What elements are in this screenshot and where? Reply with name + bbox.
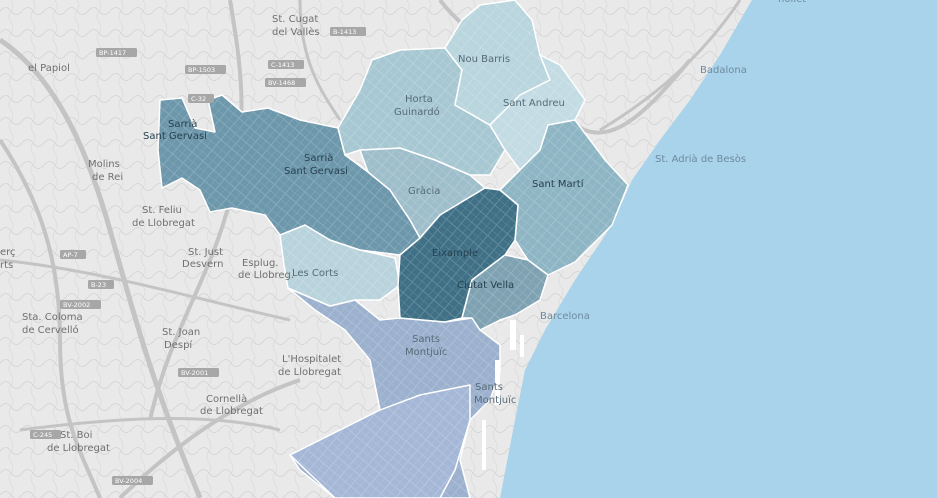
- district-streets: [158, 0, 628, 498]
- label-sarria-small-1: Sarrià: [168, 118, 197, 130]
- label-st-just-1: St. Just: [188, 247, 223, 258]
- label-sta-coloma-2: de Cervelló: [22, 324, 79, 336]
- label-badalona: Badalona: [700, 65, 747, 76]
- label-hospitalet-2: de Llobregat: [278, 367, 341, 378]
- road-shield: [60, 300, 101, 309]
- label-top-right: nollet: [778, 0, 806, 5]
- road-shield-label: C-1413: [271, 61, 294, 69]
- road-shield: [60, 250, 86, 259]
- label-cerc-2: rts: [0, 260, 13, 271]
- label-st-just-2: Desvern: [182, 259, 223, 270]
- road-shield-label: BV-2001: [181, 369, 208, 377]
- harbour-docks: [482, 320, 524, 470]
- label-horta-2: Guinardó: [394, 106, 440, 118]
- label-esplugues-1: Esplug.: [242, 258, 279, 269]
- road-shields: B-1413 BP-1503 C-1413 BV-1468 BP-1417 AP-7 B-2…: [30, 27, 366, 485]
- label-barcelona: Barcelona: [540, 311, 590, 322]
- label-nou-barris: Nou Barris: [458, 54, 510, 65]
- road-shield-label: AP-7: [63, 251, 78, 259]
- label-st-boi-1: St. Boi: [60, 430, 92, 441]
- label-sant-andreu: Sant Andreu: [503, 98, 565, 109]
- road-shield: [265, 78, 306, 87]
- label-st-adria: St. Adrià de Besòs: [655, 153, 746, 165]
- label-ciutat-vella: Ciutat Vella: [457, 280, 514, 291]
- label-el-papiol: el Papiol: [28, 63, 70, 74]
- label-montjuic-2: Montjuïc: [474, 395, 516, 406]
- road-shield-label: BV-2002: [63, 301, 90, 309]
- label-molins-2: de Rei: [92, 172, 123, 183]
- road-shield: [268, 60, 304, 69]
- label-les-corts: Les Corts: [292, 268, 338, 279]
- label-molins-1: Molins: [88, 159, 120, 170]
- label-montjuic-1: Sants: [475, 382, 503, 393]
- label-sarria-2: Sant Gervasi: [284, 166, 348, 177]
- label-sant-marti: Sant Martí: [532, 178, 585, 190]
- label-cerc-1: erç: [0, 247, 16, 258]
- label-sta-coloma-1: Sta. Coloma: [22, 312, 83, 323]
- road-shield-label: B-1413: [333, 28, 356, 36]
- label-st-joan-2: Despí: [164, 339, 193, 351]
- label-gracia: Gràcia: [408, 185, 440, 197]
- road-shield-label: BV-2004: [115, 477, 142, 485]
- label-cornella-1: Cornellà: [206, 393, 247, 405]
- road-shield-label: C-32: [191, 95, 206, 103]
- label-cornella-2: de Llobregat: [200, 406, 263, 417]
- label-sarria-small-2: Sant Gervasi: [143, 131, 207, 142]
- road-shield-label: BP-1503: [188, 66, 215, 74]
- label-st-feliu-2: de Llobregat: [132, 218, 195, 229]
- road-shield: [88, 280, 114, 289]
- road-shield: [112, 476, 153, 485]
- road-shield-label: BV-1468: [268, 79, 295, 87]
- label-esplugues-2: de Llobreg.: [238, 270, 294, 281]
- road-shield: [185, 65, 226, 74]
- label-st-feliu-1: St. Feliu: [142, 205, 182, 216]
- label-sarria-1: Sarrià: [304, 152, 333, 164]
- road-shield-label: BP-1417: [99, 49, 126, 57]
- label-eixample: Eixample: [432, 248, 478, 259]
- sea: [500, 0, 937, 498]
- label-sants-1: Sants: [412, 334, 440, 345]
- place-labels: St. Cugat del Vallès el Papiol Molins de…: [0, 0, 806, 454]
- label-sants-2: Montjuïc: [405, 347, 447, 358]
- road-shield: [178, 368, 219, 377]
- label-st-cugat-2: del Vallès: [272, 26, 320, 38]
- district-labels: Nou Barris Horta Guinardó Sant Andreu Sa…: [143, 54, 585, 406]
- label-horta-1: Horta: [405, 94, 433, 105]
- road-shield: [330, 27, 366, 36]
- label-st-boi-2: de Llobregat: [47, 443, 110, 454]
- road-shield-label: B-23: [91, 281, 106, 289]
- road-shield: [30, 430, 61, 439]
- label-st-cugat-1: St. Cugat: [272, 14, 318, 25]
- road-shield: [96, 48, 137, 57]
- label-hospitalet-1: L'Hospitalet: [282, 354, 341, 365]
- label-st-joan-1: St. Joan: [162, 327, 200, 338]
- road-shield: [188, 94, 214, 103]
- road-shield-label: C-245: [33, 431, 52, 439]
